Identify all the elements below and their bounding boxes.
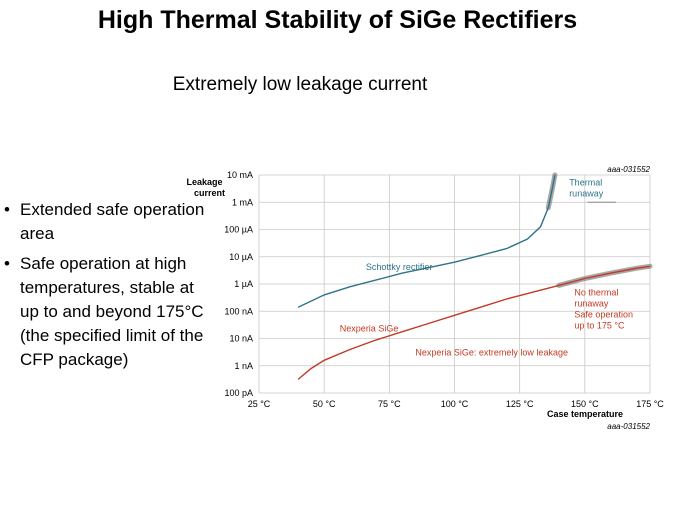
x-tick-label: 125 °C (506, 399, 534, 409)
thermal-runaway-label-line: runaway (569, 188, 604, 198)
bullet-item: • Safe operation at high temperatures, st… (0, 252, 215, 372)
sige-line (297, 265, 651, 380)
x-tick-label: 175 °C (636, 399, 664, 409)
x-tick-label: 100 °C (441, 399, 469, 409)
schottky-line (297, 174, 556, 308)
grid (258, 174, 651, 394)
y-tick-label: 100 nA (224, 306, 253, 316)
bullet-dot-icon: • (4, 200, 10, 219)
bullet-dot-icon: • (4, 254, 10, 273)
no-runaway-label-line: Safe operation (574, 310, 633, 320)
no-runaway-label-line: runaway (574, 299, 609, 309)
x-tick-label: 150 °C (571, 399, 599, 409)
y-tick-label: 1 µA (234, 279, 253, 289)
y-tick-label: 1 mA (232, 197, 253, 207)
slide-title: High Thermal Stability of SiGe Rectifier… (97, 6, 578, 34)
series-lines (297, 174, 651, 380)
chart-code-top: aaa-031552 (607, 165, 650, 174)
x-axis-label: Case temperature (547, 409, 623, 419)
x-tick-label: 75 °C (378, 399, 401, 409)
y-tick-label: 10 mA (227, 170, 253, 180)
bullet-item: • Extended safe operation area (0, 198, 215, 246)
thermal-runaway-label: Thermal runaway (569, 177, 604, 198)
sige-label: Nexperia SiGe (340, 324, 399, 334)
bullet-text: Safe operation at high temperatures, sta… (20, 254, 204, 369)
y-tick-label: 100 pA (224, 388, 253, 398)
thermal-runaway-label-line: Thermal (569, 177, 602, 187)
x-tick-label: 25 °C (248, 399, 271, 409)
y-tick-label: 10 µA (229, 252, 253, 262)
y-axis-label-line: current (194, 188, 225, 198)
y-tick-label: 1 nA (234, 361, 253, 371)
no-runaway-label-line: up to 175 °C (574, 321, 625, 331)
no-runaway-label: No thermal runaway Safe operation up to 175… (574, 288, 633, 331)
no-runaway-label-line: No thermal (574, 288, 618, 298)
safe-operation-highlight (556, 263, 653, 288)
x-tick-label: 50 °C (313, 399, 336, 409)
chart-code-bottom: aaa-031552 (607, 422, 650, 431)
slide-subtitle: Extremely low leakage current (172, 74, 428, 95)
extremely-low-label: Nexperia SiGe: extremely low leakage (415, 347, 568, 357)
bullet-text: Extended safe operation area (20, 200, 205, 243)
y-tick-labels: 100 pA 1 nA 10 nA 100 nA 1 µA 10 µA 100 µA 1 mA… (224, 170, 253, 398)
y-tick-label: 10 nA (229, 334, 253, 344)
leakage-chart: aaa-031552 Leakage current 25 °C 50 °C 75 … (186, 165, 665, 431)
schottky-label: Schottky rectifier (366, 262, 433, 272)
x-tick-labels: 25 °C 50 °C 75 °C 100 °C 125 °C 150 °C 175 °C (248, 399, 665, 409)
bullet-list: • Extended safe operation area • Safe oper… (0, 198, 215, 378)
y-axis-label: Leakage current (186, 177, 225, 198)
annotations: Schottky rectifier Nexperia SiGe Nexperia … (340, 177, 633, 357)
y-axis-label-line: Leakage (186, 177, 222, 187)
y-tick-label: 100 µA (224, 225, 253, 235)
